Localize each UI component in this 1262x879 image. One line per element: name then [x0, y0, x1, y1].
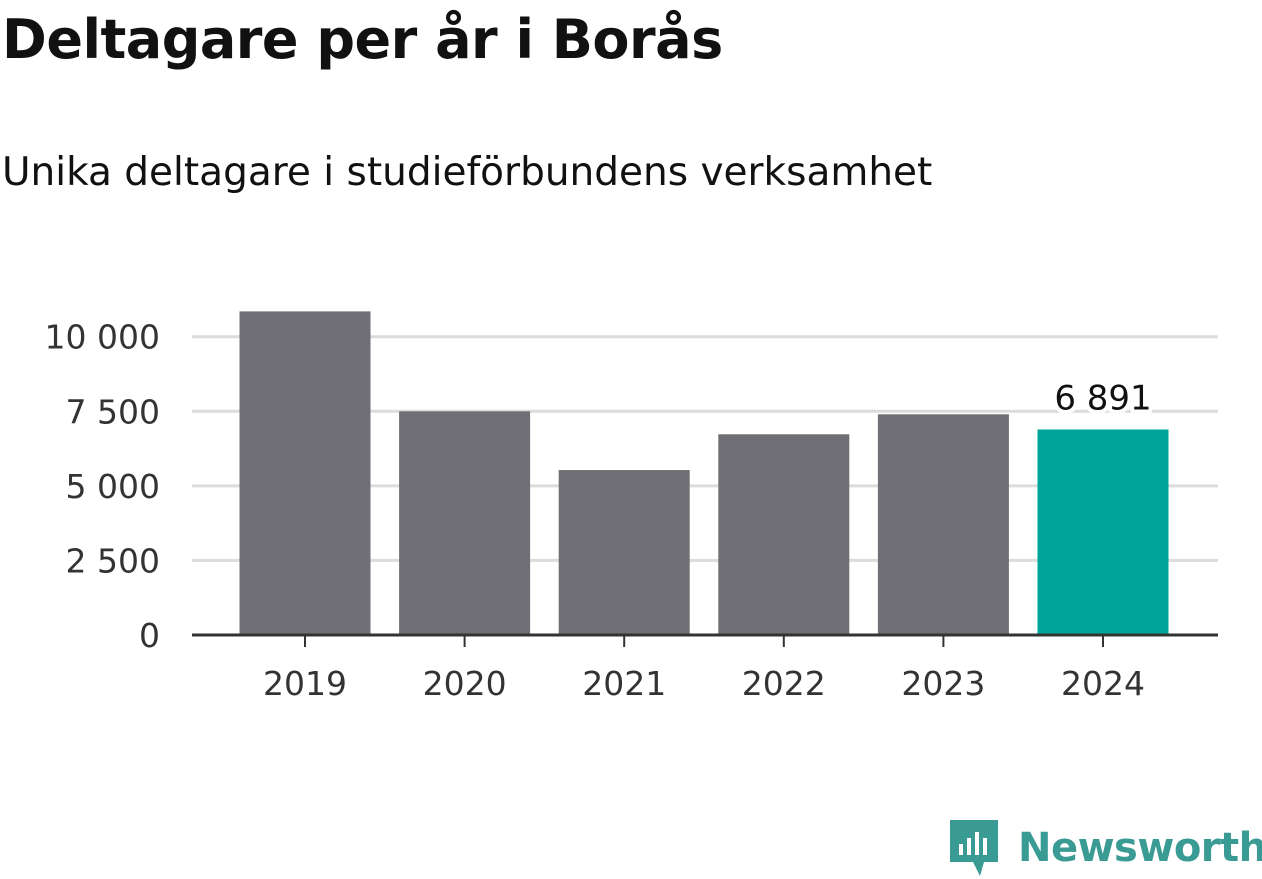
x-tick-label: 2024: [1061, 664, 1145, 703]
y-tick-label: 5 000: [66, 467, 160, 506]
chart-subtitle: Unika deltagare i studieförbundens verks…: [2, 150, 933, 195]
bars: [239, 311, 1169, 635]
y-tick-label: 0: [139, 616, 160, 655]
bar-2023: [877, 414, 1009, 635]
y-tick-label: 7 500: [66, 392, 160, 431]
labels: 0 2 500 5 000 7 500 10 000 2019 2020 2021 2022 20…: [45, 318, 1156, 703]
x-tick-label: 2020: [423, 664, 507, 703]
y-tick-label: 10 000: [45, 318, 160, 357]
data-label: 6 891: [1054, 378, 1151, 418]
bar-2024: [1037, 429, 1169, 635]
newsworthy-logo: Newsworthy: [950, 818, 1262, 878]
newsworthy-logo-icon: [950, 820, 998, 876]
x-tick-label: 2019: [263, 664, 347, 703]
x-tick-label: 2023: [901, 664, 985, 703]
bar-2020: [399, 411, 531, 635]
bar-2022: [718, 434, 850, 635]
y-tick-label: 2 500: [66, 541, 160, 580]
bar-2019: [239, 311, 371, 635]
x-tick-label: 2021: [582, 664, 666, 703]
x-axis: [192, 633, 1218, 647]
brand-name: Newsworthy: [1018, 825, 1262, 871]
bar-2021: [558, 470, 690, 635]
x-tick-label: 2022: [742, 664, 826, 703]
chart-title: Deltagare per år i Borås: [2, 8, 723, 71]
